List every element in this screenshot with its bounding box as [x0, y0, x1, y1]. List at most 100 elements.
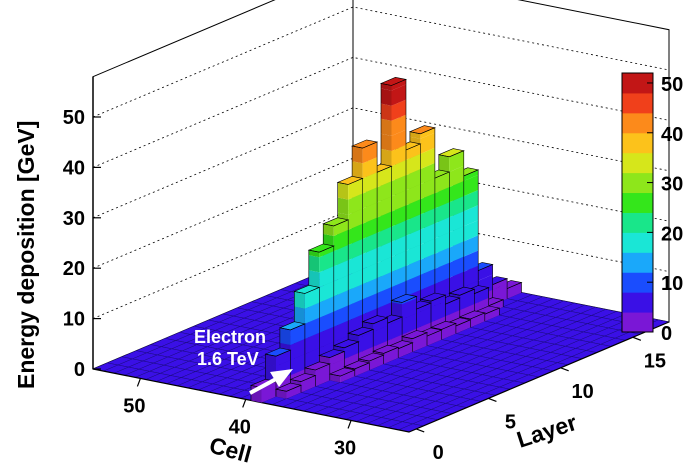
bar-face — [362, 263, 378, 285]
bar-face — [329, 351, 345, 366]
bar-face — [377, 211, 392, 233]
bar-face — [391, 190, 406, 212]
bar-face — [333, 305, 349, 327]
bar-face — [391, 235, 406, 257]
bar-face — [406, 229, 421, 251]
bar-face — [420, 127, 435, 139]
bar-face — [478, 264, 493, 281]
colorbar-segment — [622, 272, 653, 293]
bar-face — [319, 326, 334, 348]
bar-face — [391, 129, 406, 151]
cell-tick-mark — [347, 420, 352, 429]
bar-face — [294, 306, 305, 324]
bar-face — [463, 190, 479, 212]
bar-face — [406, 244, 421, 266]
bar-face — [463, 265, 479, 287]
colorbar-tick-label: 20 — [661, 223, 683, 245]
bar-face — [420, 223, 435, 245]
colorbar-border — [621, 72, 654, 333]
bar-face — [319, 251, 334, 273]
bar-face — [406, 169, 421, 191]
bar-face — [377, 181, 392, 203]
bar-face — [434, 172, 450, 194]
cell-tick-label: 30 — [334, 437, 356, 459]
bar-face — [391, 114, 406, 136]
layer-tick-mark — [488, 397, 497, 402]
bar-face — [362, 187, 378, 209]
bar-face — [381, 103, 392, 121]
bar-face — [290, 354, 305, 376]
bar-face — [319, 311, 334, 333]
bar-face — [484, 308, 500, 322]
bar-face — [391, 220, 406, 242]
bar-face — [459, 289, 475, 311]
bar-face — [507, 282, 522, 299]
bar-face — [381, 148, 392, 167]
bar-face — [319, 281, 334, 303]
bar-face — [420, 238, 435, 260]
bar-face — [406, 214, 421, 236]
bar-face — [449, 165, 464, 188]
bar-face — [449, 256, 464, 278]
bar-face — [358, 331, 374, 353]
bar-face — [391, 84, 406, 106]
bar-face — [406, 274, 421, 297]
colorbar-tick-label: 40 — [661, 124, 683, 146]
bar-face — [420, 147, 435, 170]
bar-face — [377, 256, 392, 279]
bar-face — [387, 317, 403, 326]
layer-tick-label: 0 — [433, 442, 444, 464]
colorbar-segment — [622, 132, 653, 154]
bar-face — [348, 284, 363, 306]
colorbar-segment — [622, 312, 653, 333]
bar-face — [449, 211, 464, 233]
bar-face — [391, 99, 406, 121]
bar-face — [406, 199, 421, 221]
bar-face — [391, 205, 406, 227]
bar-face — [301, 375, 316, 393]
bar-face — [373, 325, 388, 347]
bar-face — [406, 259, 421, 281]
layer-tick-label: 5 — [505, 411, 516, 433]
cell-tick-mark — [136, 378, 141, 387]
bar-face — [362, 217, 378, 239]
bar-face — [319, 296, 334, 318]
bar-face — [333, 260, 349, 282]
arrow-icon — [249, 369, 293, 395]
bar-face — [474, 287, 489, 304]
bar-face — [348, 238, 363, 261]
bar-face — [463, 169, 479, 181]
bar-face — [463, 205, 479, 227]
bar-face — [416, 303, 431, 314]
bar-face — [383, 347, 399, 364]
bar-face — [348, 299, 363, 321]
bar-face — [362, 278, 378, 300]
bar-face — [441, 323, 456, 340]
bar-face — [420, 268, 435, 290]
bar-face — [431, 301, 446, 323]
bar-face — [265, 354, 276, 367]
colorbar-segment — [622, 172, 653, 194]
axis-labels: 0 10 20 30 40 50 30 40 50 0 5 10 15 — [63, 107, 666, 464]
bar-face — [333, 275, 349, 297]
bar-face — [308, 255, 320, 273]
bar-face — [348, 254, 363, 276]
bar-face — [463, 174, 479, 197]
colorbar-tick-label: 30 — [661, 174, 683, 196]
bar-face — [315, 365, 330, 387]
bar-face — [352, 146, 363, 164]
bar-face — [337, 182, 349, 200]
bar-face — [323, 223, 334, 236]
bar-face — [381, 133, 392, 151]
bar-face — [348, 269, 363, 291]
bar-face — [319, 266, 334, 288]
bar-face — [391, 79, 406, 91]
bar-face — [463, 235, 479, 257]
bar-outline — [329, 369, 356, 381]
bar-face — [362, 142, 378, 164]
bar-face — [434, 202, 450, 224]
bar-face — [463, 250, 479, 272]
colorbar-segment — [622, 232, 653, 253]
bar-face — [391, 300, 403, 305]
bar-face — [290, 338, 305, 361]
